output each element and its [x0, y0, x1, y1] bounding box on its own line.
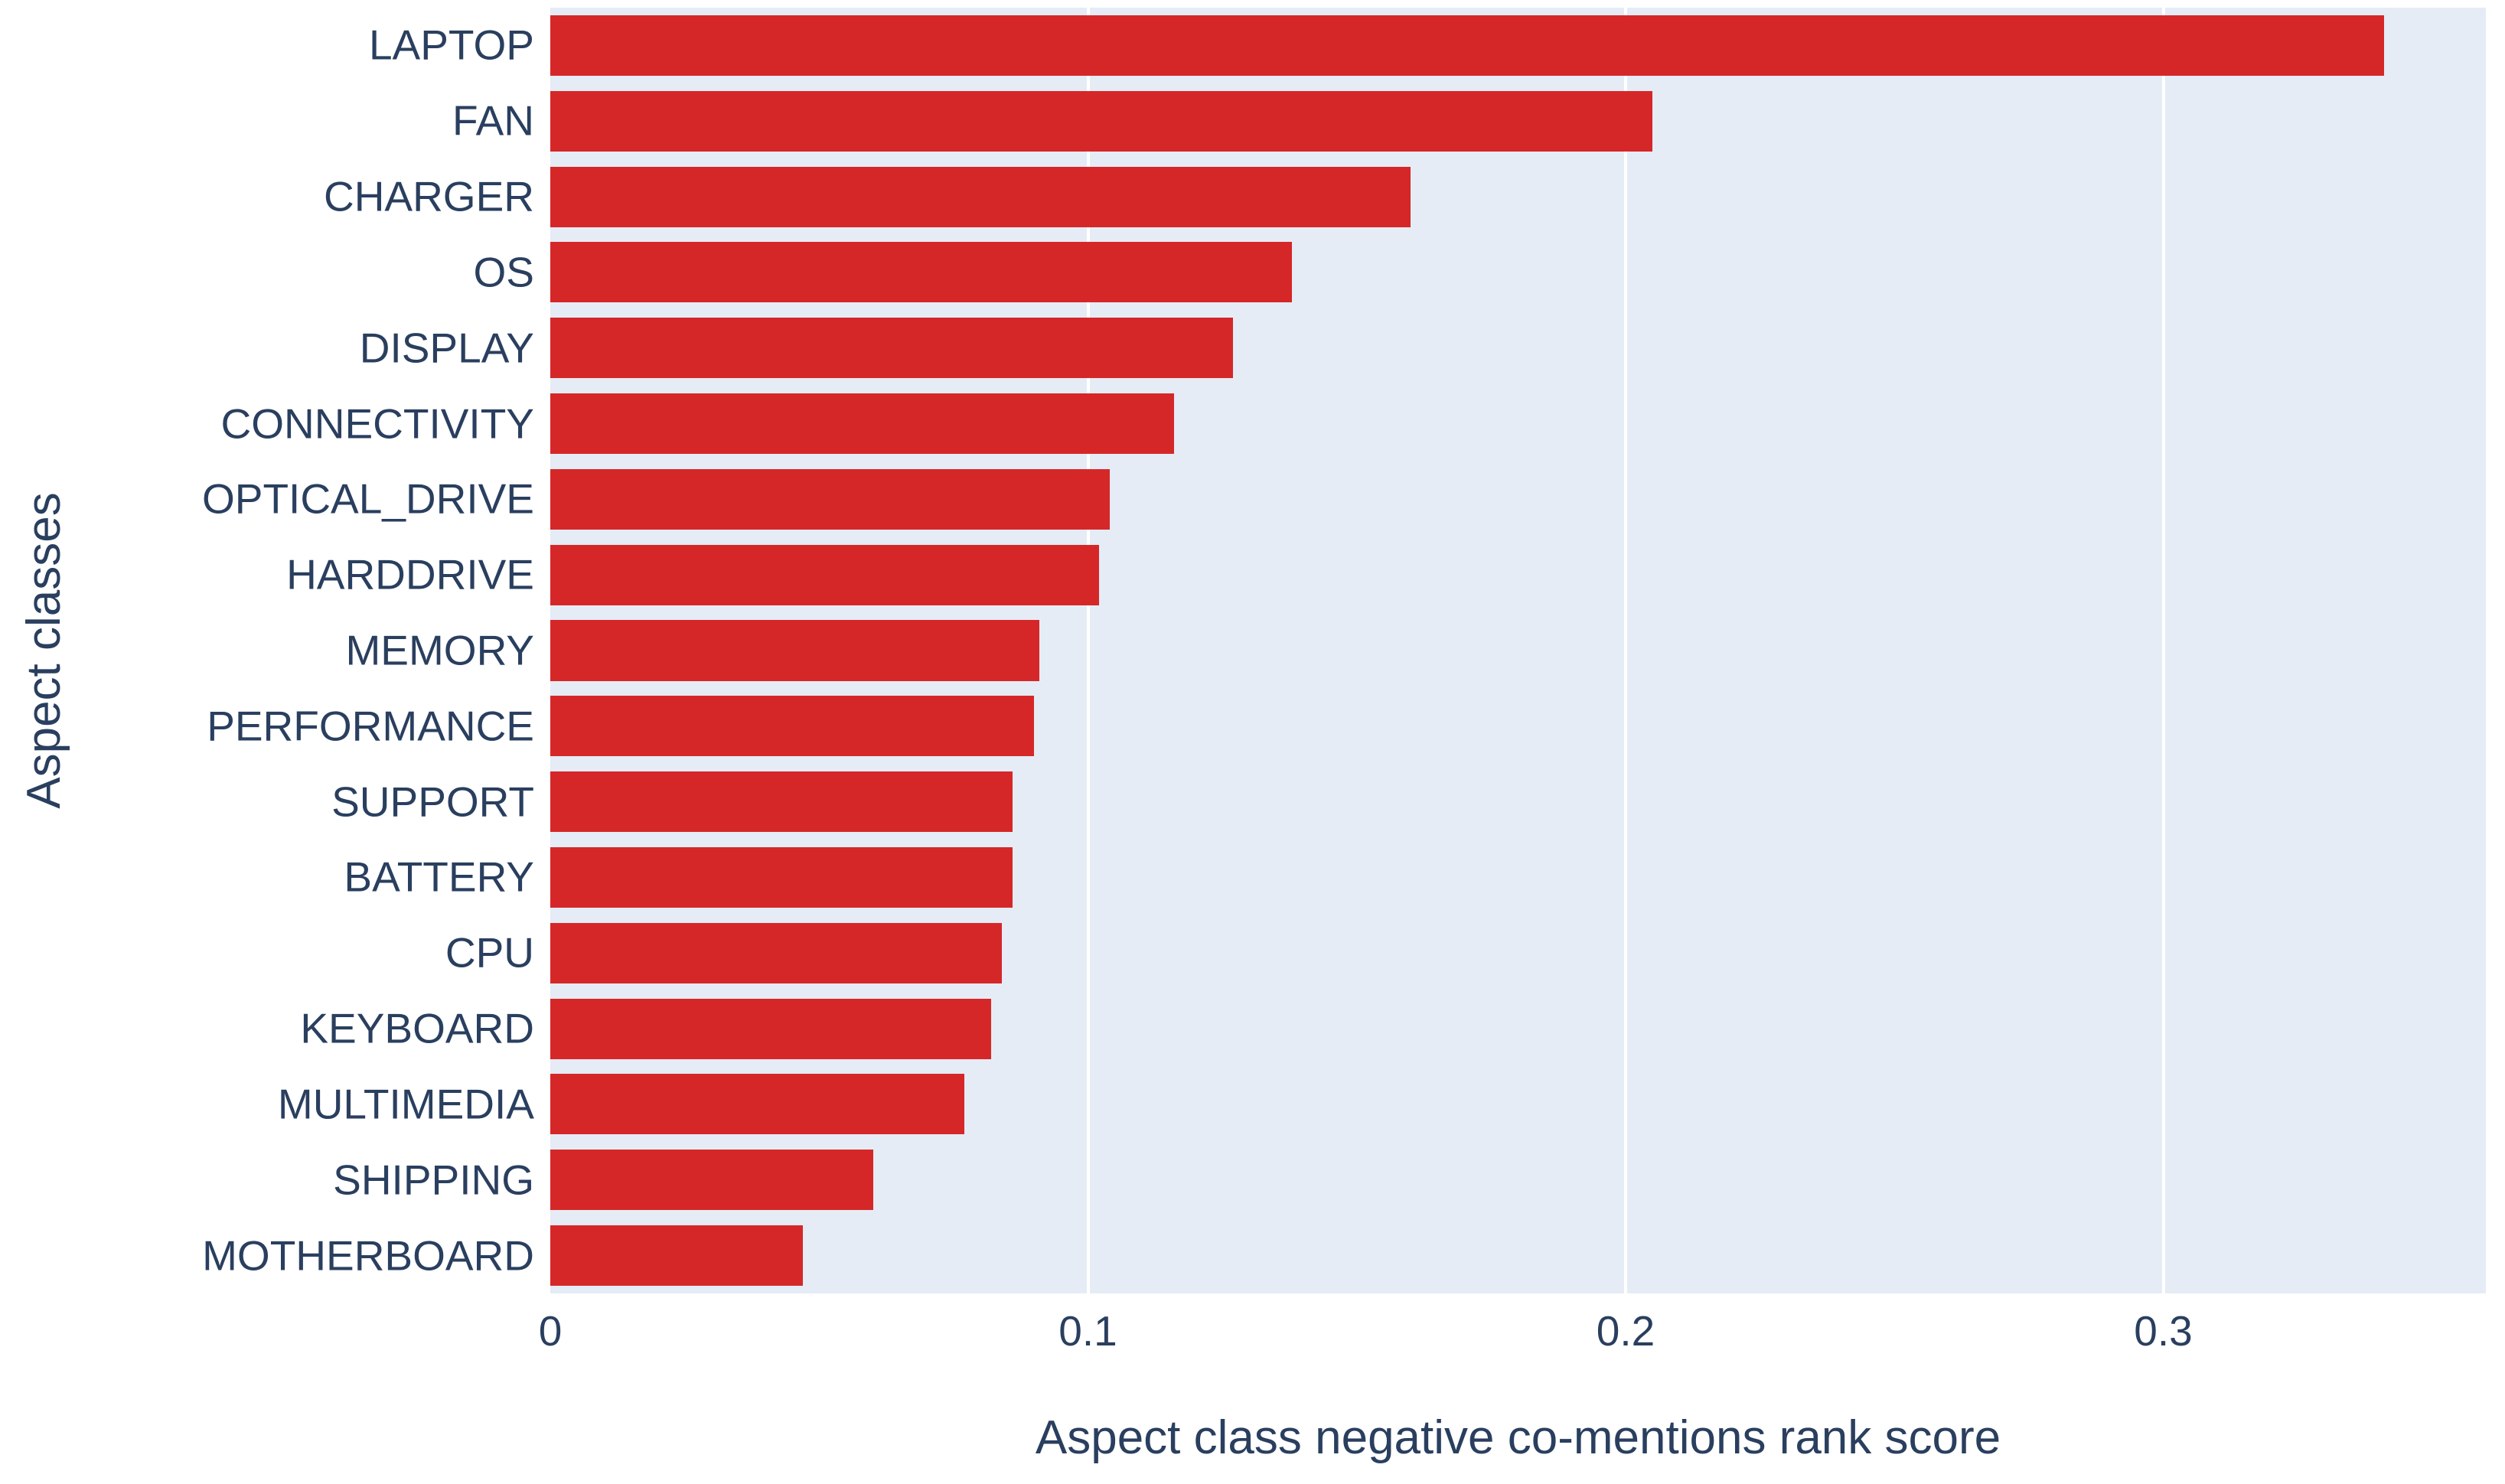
y-tick-label: CPU	[445, 928, 534, 977]
y-tick-label: MOTHERBOARD	[202, 1231, 534, 1280]
bar	[550, 922, 1003, 983]
y-axis-tick-labels: LAPTOP FAN CHARGER OS DISPLAY CONNECTIVITY OPT…	[0, 8, 540, 1293]
bar	[550, 1225, 804, 1287]
bar	[550, 771, 1013, 833]
y-tick-label: SUPPORT	[331, 778, 534, 826]
y-tick-label: HARDDRIVE	[286, 550, 534, 598]
y-tick-label: CHARGER	[323, 172, 534, 220]
bar	[550, 1150, 873, 1211]
bar	[550, 468, 1110, 530]
y-tick-label: FAN	[452, 96, 534, 145]
y-tick-label: MULTIMEDIA	[277, 1080, 534, 1128]
bar	[550, 544, 1099, 605]
y-tick-label: KEYBOARD	[300, 1004, 534, 1052]
plot-area	[550, 8, 2486, 1293]
bar	[550, 846, 1013, 908]
y-tick-label: CONNECTIVITY	[220, 400, 534, 448]
bar	[550, 998, 992, 1059]
bar	[550, 620, 1040, 681]
bar	[550, 15, 2384, 76]
y-tick-label: OS	[473, 248, 534, 296]
y-tick-label: DISPLAY	[359, 324, 534, 372]
x-tick-label: 0.3	[2134, 1307, 2193, 1355]
bar	[550, 318, 1234, 379]
bar	[550, 242, 1293, 303]
y-tick-label: LAPTOP	[368, 21, 534, 69]
x-tick-label: 0.2	[1596, 1307, 1655, 1355]
bar	[550, 696, 1035, 757]
gridline-0.1	[1086, 8, 1090, 1293]
bar	[550, 166, 1411, 227]
y-tick-label: SHIPPING	[333, 1156, 534, 1204]
bar	[550, 1074, 964, 1135]
y-tick-label: BATTERY	[344, 853, 534, 901]
y-tick-label: PERFORMANCE	[207, 702, 534, 750]
bar	[550, 393, 1174, 455]
x-axis-title: Aspect class negative co-mentions rank s…	[1035, 1411, 2001, 1464]
x-axis-tick-labels: 0 0.1 0.2 0.3	[539, 1293, 2486, 1362]
x-tick-label: 0	[538, 1307, 563, 1355]
gridline-0.3	[2161, 8, 2165, 1293]
y-tick-label: MEMORY	[345, 626, 534, 674]
y-tick-label: OPTICAL_DRIVE	[201, 475, 534, 523]
gridline-0.2	[1624, 8, 1627, 1293]
bar	[550, 90, 1653, 152]
x-tick-label: 0.1	[1058, 1307, 1117, 1355]
